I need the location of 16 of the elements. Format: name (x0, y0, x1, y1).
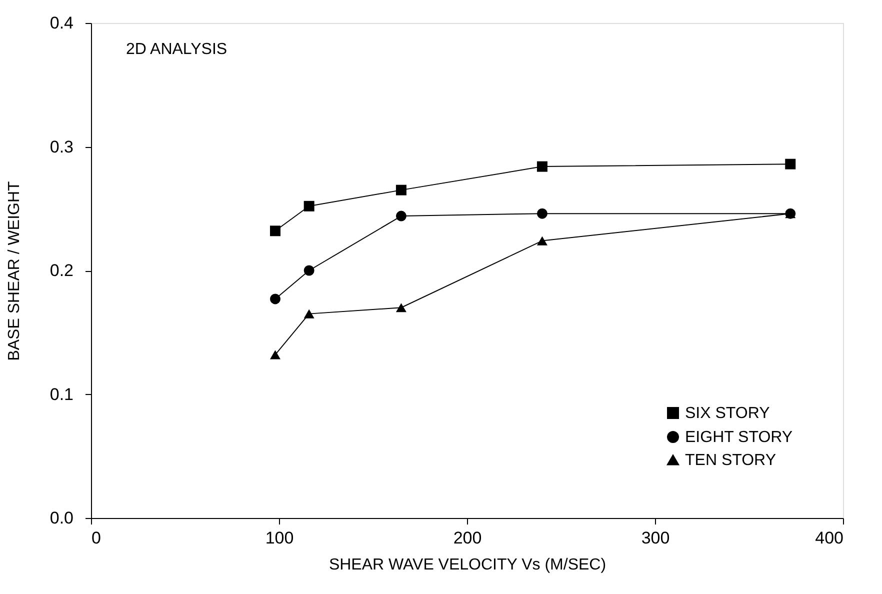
x-tick-label: 200 (453, 528, 482, 548)
y-tick-label: 0.3 (50, 137, 74, 156)
y-tick-label: 0.0 (50, 508, 74, 528)
annotation: 2D ANALYSIS (126, 41, 228, 58)
y-tick-label: 0.1 (50, 384, 74, 404)
x-tick-label: 300 (641, 528, 670, 548)
x-tick-label: 400 (815, 528, 844, 548)
legend-label: SIX STORY (685, 405, 770, 422)
y-axis-title: BASE SHEAR / WEIGHT (6, 180, 23, 361)
x-axis-title: SHEAR WAVE VELOCITY Vs (M/SEC) (328, 556, 606, 574)
legend-label: EIGHT STORY (685, 429, 793, 446)
x-tick-label: 0 (92, 528, 101, 548)
x-tick-label: 100 (265, 528, 294, 548)
y-tick-label: 0.2 (50, 261, 74, 280)
legend-label: TEN STORY (685, 452, 776, 469)
y-tick-label: 0.4 (50, 14, 74, 32)
